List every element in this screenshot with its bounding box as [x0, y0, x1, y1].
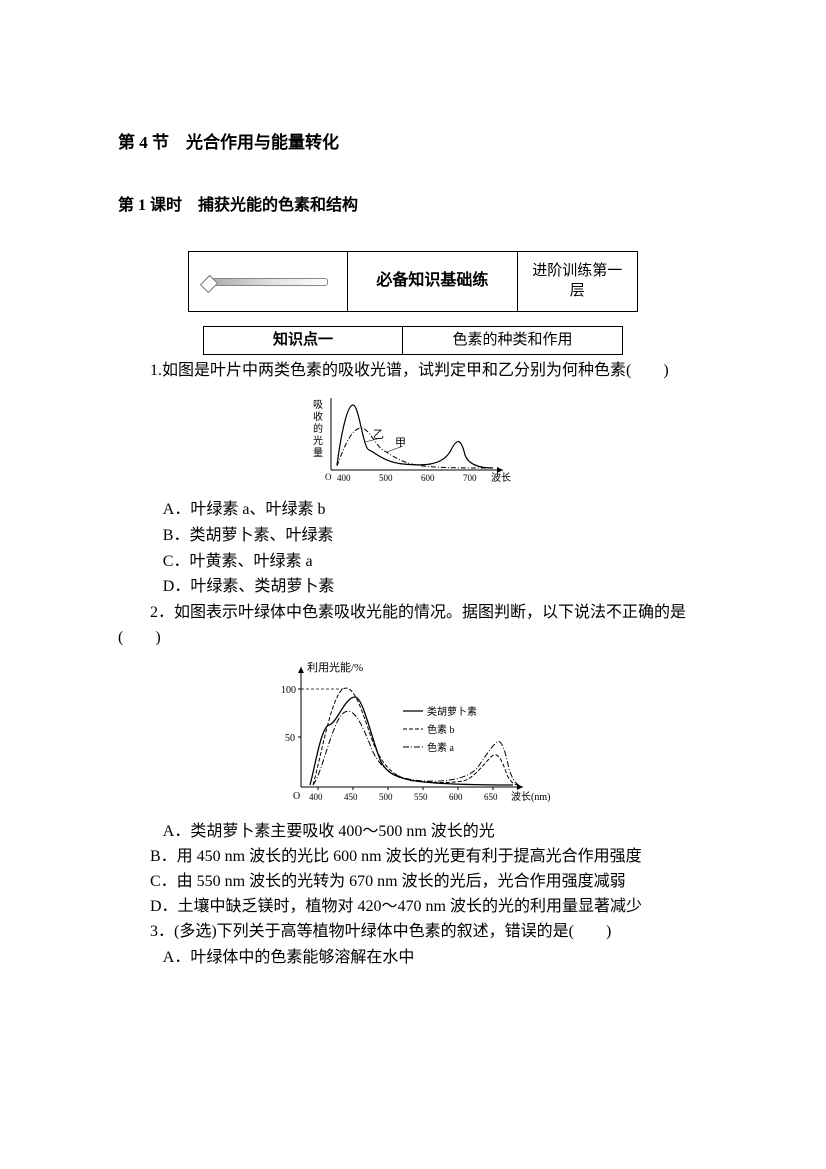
svg-text:500: 500 [379, 792, 393, 802]
q1-opt-c: C．叶黄素、叶绿素 a [163, 550, 708, 575]
practice-bar-cell [189, 252, 348, 311]
svg-text:乙: 乙 [373, 428, 384, 441]
svg-text:色素 a: 色素 a [427, 741, 454, 754]
svg-text:色素 b: 色素 b [427, 723, 455, 736]
svg-text:600: 600 [421, 473, 435, 483]
svg-text:600: 600 [449, 792, 463, 802]
svg-text:收: 收 [313, 410, 323, 423]
practice-right: 进阶训练第一层 [518, 252, 637, 311]
knowledge-point-content: 色素的种类和作用 [403, 327, 622, 354]
q3-stem: 3．(多选)下列关于高等植物叶绿体中色素的叙述，错误的是( ) [118, 920, 708, 945]
q1-stem: 1.如图是叶片中两类色素的吸收光谱，试判定甲和乙分别为何种色素( ) [118, 359, 708, 384]
svg-text:100: 100 [281, 685, 296, 696]
svg-text:的: 的 [313, 422, 323, 435]
q1-opt-b: B．类胡萝卜素、叶绿素 [163, 524, 708, 549]
q1-figure: 吸 收 的 光 量 400 500 600 700 波长 O 乙 甲 [118, 390, 708, 494]
svg-text:利用光能/%: 利用光能/% [307, 660, 363, 674]
knowledge-point-box: 知识点一 色素的种类和作用 [203, 326, 623, 355]
q2-figure: 利用光能/% 100 50 400 450 500 550 600 650 波长… [118, 657, 708, 816]
q2-options: A．类胡萝卜素主要吸收 400～500 nm 波长的光 [118, 820, 708, 845]
svg-text:量: 量 [313, 447, 323, 459]
progress-bar-icon [208, 278, 328, 286]
svg-text:450: 450 [344, 792, 358, 802]
svg-text:O: O [293, 791, 300, 802]
svg-text:波长(nm): 波长(nm) [511, 790, 550, 803]
q1-options: A．叶绿素 a、叶绿素 b B．类胡萝卜素、叶绿素 C．叶黄素、叶绿素 a D．… [118, 498, 708, 600]
q2-opt-a: A．类胡萝卜素主要吸收 400～500 nm 波长的光 [163, 820, 708, 845]
svg-text:550: 550 [414, 792, 428, 802]
svg-text:50: 50 [285, 733, 295, 744]
svg-text:光: 光 [313, 434, 323, 447]
svg-text:400: 400 [337, 473, 351, 483]
q3-opt-a: A．叶绿体中的色素能够溶解在水中 [163, 946, 708, 971]
practice-middle: 必备知识基础练 [348, 252, 517, 311]
sub-title: 第 1 课时 捕获光能的色素和结构 [118, 194, 708, 219]
q2-opt-b: B．用 450 nm 波长的光比 600 nm 波长的光更有利于提高光合作用强度 [118, 845, 708, 870]
q3-options: A．叶绿体中的色素能够溶解在水中 [118, 946, 708, 971]
svg-text:500: 500 [379, 473, 393, 483]
svg-text:400: 400 [309, 792, 323, 802]
svg-text:类胡萝卜素: 类胡萝卜素 [427, 705, 477, 718]
svg-text:O: O [325, 472, 332, 482]
q1-opt-d: D．叶绿素、类胡萝卜素 [163, 575, 708, 600]
svg-text:650: 650 [484, 792, 498, 802]
q1-opt-a: A．叶绿素 a、叶绿素 b [163, 498, 708, 523]
knowledge-point-label: 知识点一 [204, 327, 403, 354]
svg-text:波长: 波长 [491, 471, 511, 484]
svg-text:700: 700 [463, 473, 477, 483]
q2-stem: 2．如图表示叶绿体中色素吸收光能的情况。据图判断，以下说法不正确的是( ) [118, 601, 708, 651]
q2-opt-d: D．土壤中缺乏镁时，植物对 420～470 nm 波长的光的利用量显著减少 [118, 895, 708, 920]
q2-opt-c: C．由 550 nm 波长的光转为 670 nm 波长的光后，光合作用强度减弱 [118, 870, 708, 895]
q1-ylabel-1: 吸 [313, 400, 323, 411]
section-title: 第 4 节 光合作用与能量转化 [118, 130, 708, 156]
practice-box: 必备知识基础练 进阶训练第一层 [188, 251, 638, 312]
